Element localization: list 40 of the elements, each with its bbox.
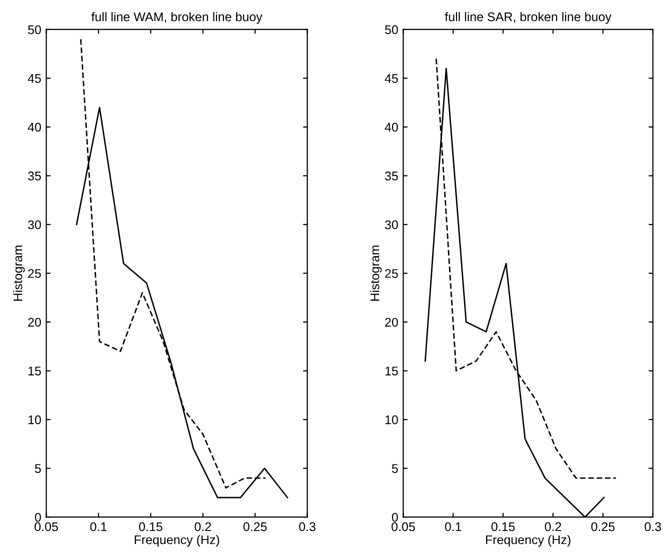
y-tick-label: 25 [28, 269, 41, 278]
y-axis-title: Histogram [370, 246, 382, 301]
y-tick-label: 30 [384, 220, 398, 230]
x-tick-label: 0.1 [444, 522, 462, 532]
y-tick-label: 35 [384, 172, 398, 180]
x-tick-label: 0.05 [392, 522, 415, 532]
x-tick-label: 0.25 [243, 522, 267, 532]
y-tick-label: 50 [28, 25, 41, 34]
y-tick-label: 20 [28, 318, 41, 327]
x-axis-title: Frequency (Hz) [134, 534, 220, 547]
y-tick-label: 40 [28, 122, 41, 132]
y-tick-label: 0 [392, 512, 398, 522]
y-tick-label: 35 [28, 172, 41, 180]
y-tick-label: 15 [385, 366, 398, 376]
y-tick-label: 10 [385, 415, 398, 424]
y-tick-label: 5 [392, 464, 398, 473]
y-tick-label: 20 [385, 318, 398, 327]
x-tick-label: 0.05 [34, 522, 58, 532]
y-tick-label: 25 [385, 269, 398, 278]
y-tick-label: 0 [34, 512, 41, 522]
chart-title: full line WAM, broken line buoy [91, 12, 262, 24]
y-axis-title: Histogram [13, 246, 25, 301]
x-tick-label: 0.1 [90, 522, 107, 532]
y-tick-label: 45 [28, 74, 41, 83]
chart-title: full line SAR, broken line buoy [444, 12, 612, 24]
y-tick-label: 50 [385, 25, 398, 34]
y-tick-label: 15 [28, 366, 41, 376]
x-tick-label: 0.3 [644, 522, 662, 532]
x-tick-label: 0.3 [299, 522, 316, 532]
x-tick-label: 0.25 [591, 522, 615, 532]
y-tick-label: 40 [384, 122, 398, 132]
y-tick-label: 10 [28, 415, 41, 424]
x-tick-label: 0.15 [491, 522, 515, 532]
y-tick-label: 45 [384, 74, 398, 83]
y-tick-label: 5 [34, 464, 41, 473]
x-tick-label: 0.15 [139, 522, 162, 532]
y-tick-label: 30 [28, 220, 41, 230]
x-tick-label: 0.2 [194, 522, 211, 532]
x-tick-label: 0.2 [544, 522, 562, 532]
x-axis-title: Frequency (Hz) [486, 534, 570, 547]
